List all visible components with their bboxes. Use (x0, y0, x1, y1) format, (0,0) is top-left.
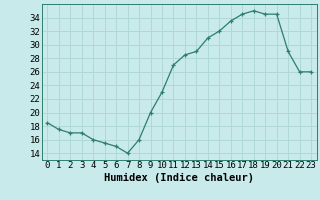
X-axis label: Humidex (Indice chaleur): Humidex (Indice chaleur) (104, 173, 254, 183)
